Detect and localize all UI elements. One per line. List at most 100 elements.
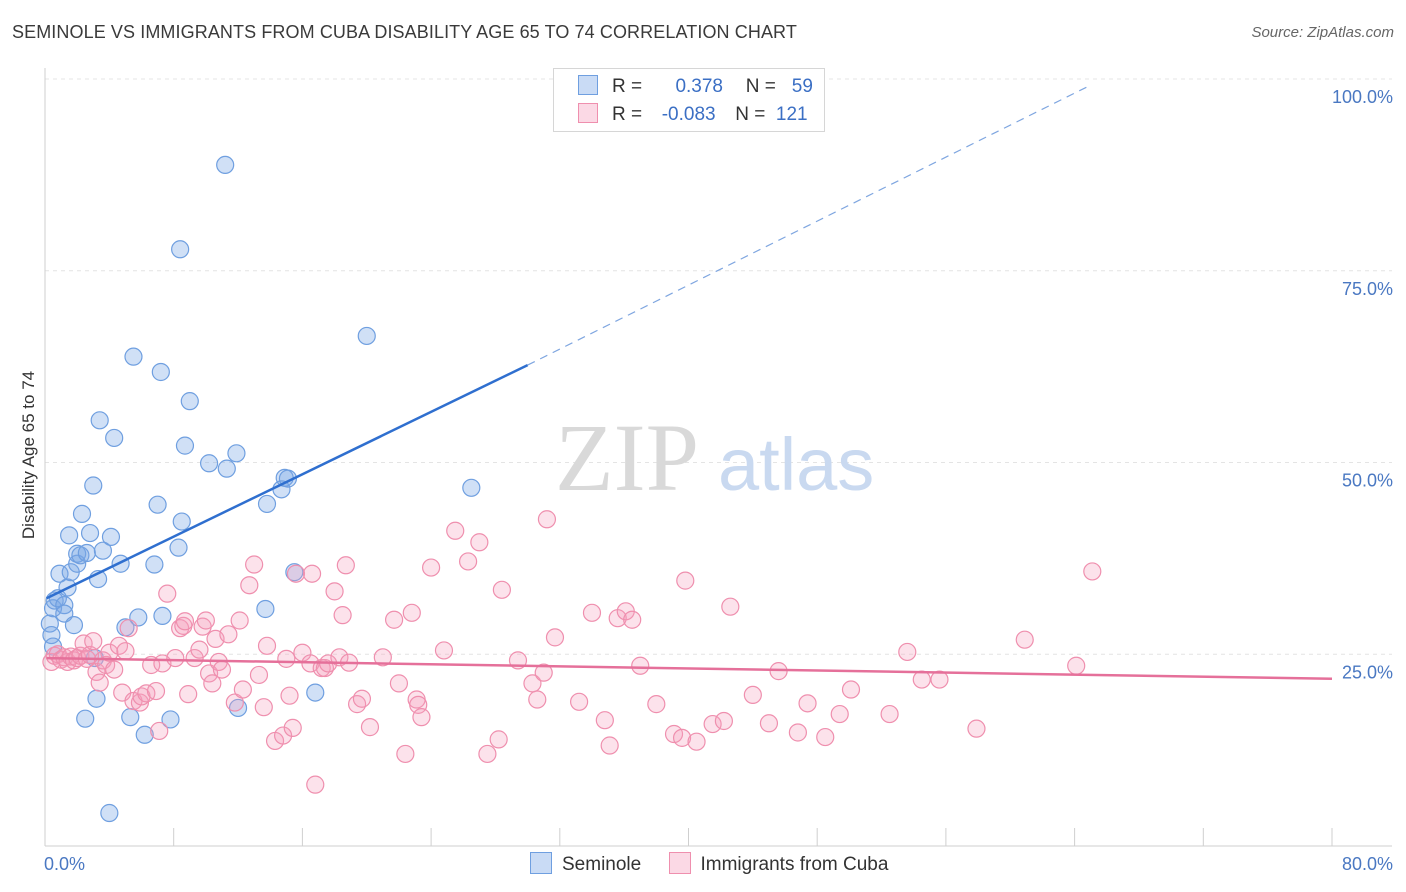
point-seminole [135,725,154,744]
legend-swatch-seminole [578,75,598,95]
point-cuba [240,576,259,595]
tick-labels: 25.0% 50.0% 75.0% 100.0% 0.0% 80.0% [44,87,1393,874]
source-label: Source: ZipAtlas.com [1251,24,1394,41]
legend-row-seminole: R = 0.378 N = 59 [578,75,813,101]
point-cuba [798,694,817,713]
point-seminole [145,555,164,574]
point-seminole [227,444,246,463]
point-seminole [199,454,219,473]
legend-swatch-cuba [668,852,691,874]
point-cuba [130,693,150,712]
point-cuba [175,612,195,631]
point-cuba [570,692,589,711]
point-cuba [422,558,441,577]
point-cuba [146,681,166,701]
trend-line-cuba [46,656,1333,681]
point-cuba [196,611,215,630]
point-cuba [87,662,106,681]
point-cuba [623,610,642,629]
chart-title: SEMINOLE VS IMMIGRANTS FROM CUBA DISABIL… [12,22,797,42]
point-cuba [1015,630,1034,649]
point-cuba [158,584,177,603]
legend-item-seminole[interactable]: Seminole [530,852,641,876]
point-cuba [249,665,269,685]
point-seminole [40,614,59,633]
point-cuba [687,732,706,751]
point-seminole [80,523,100,543]
point-seminole [76,709,95,728]
legend-item-cuba[interactable]: Immigrants from Cuba [668,852,888,876]
y-tick-label: 100.0% [1332,87,1393,107]
point-cuba [347,695,367,714]
point-cuba [721,597,740,616]
point-seminole [60,526,79,545]
point-cuba [212,660,232,679]
point-cuba [277,649,296,668]
point-cuba [788,723,807,742]
point-cuba [1083,562,1102,581]
point-cuba [534,663,553,682]
point-cuba [254,698,273,717]
y-tick-label: 50.0% [1342,471,1393,491]
point-cuba [302,564,322,583]
point-cuba [545,628,565,647]
point-cuba [459,552,478,571]
point-seminole [72,504,92,523]
point-cuba [967,719,986,738]
series-legend: Seminole Immigrants from Cuba [530,852,910,876]
point-cuba [434,641,454,660]
trend-lines [46,84,1333,681]
trend-line-seminole [46,363,529,600]
point-seminole [121,708,140,727]
point-seminole [180,392,199,411]
point-cuba [489,730,508,749]
point-seminole [90,411,109,430]
point-cuba [219,625,238,644]
point-cuba [412,708,431,727]
x-tick-label: 80.0% [1342,854,1393,874]
point-seminole [42,625,61,645]
legend-row-cuba: R = -0.083 N = 121 [578,103,808,129]
point-cuba [306,775,325,794]
point-cuba [631,656,650,675]
point-cuba [389,674,409,693]
legend-n-value: 121 [775,104,808,125]
watermark-zip: ZIP [555,404,699,511]
point-seminole [64,616,84,635]
point-cuba [528,690,547,709]
point-cuba [325,582,344,601]
point-seminole [172,512,191,531]
point-cuba [225,693,244,712]
point-cuba [841,680,861,699]
point-cuba [280,686,299,705]
point-seminole [84,476,103,495]
point-seminole [357,326,376,346]
point-cuba [816,727,835,747]
point-seminole [101,527,121,546]
point-seminole [87,689,106,708]
point-seminole [93,541,113,560]
axes [44,68,1392,847]
point-cuba [470,533,489,552]
point-cuba [1067,656,1086,675]
legend-r-value: -0.083 [661,104,716,125]
point-cuba [286,564,306,583]
y-tick-label: 25.0% [1342,662,1393,682]
legend-swatch-cuba [578,103,598,123]
point-cuba [257,636,277,655]
point-cuba [116,642,135,661]
point-cuba [245,555,264,574]
y-axis-label: Disability Age 65 to 74 [19,371,38,539]
point-cuba [233,680,252,699]
point-cuba [880,704,899,724]
point-cuba [119,619,138,638]
point-cuba [384,610,404,629]
point-seminole [105,428,124,448]
point-cuba [352,689,372,708]
point-seminole [153,606,172,626]
point-cuba [676,571,695,590]
point-cuba [600,736,619,755]
point-cuba [273,726,293,745]
point-seminole [175,436,195,455]
